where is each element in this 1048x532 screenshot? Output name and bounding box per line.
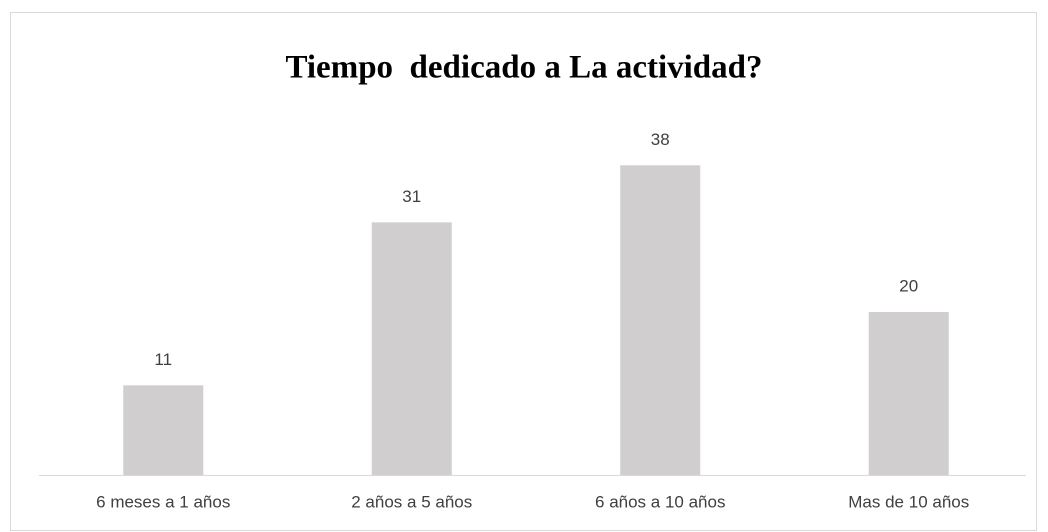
data-label: 20 [899, 276, 918, 295]
x-tick-label: 2 años a 5 años [351, 492, 472, 511]
chart-title: Tiempo dedicado a La actividad? [285, 50, 762, 86]
bar [868, 312, 949, 475]
bar [620, 165, 701, 476]
bar [371, 222, 452, 475]
x-tick-label: Mas de 10 años [848, 492, 969, 511]
data-label: 38 [651, 130, 670, 149]
x-tick-label: 6 meses a 1 años [96, 492, 230, 511]
data-label: 11 [154, 350, 172, 369]
data-label: 31 [402, 187, 421, 206]
bar [123, 385, 204, 475]
x-tick-label: 6 años a 10 años [595, 492, 725, 511]
